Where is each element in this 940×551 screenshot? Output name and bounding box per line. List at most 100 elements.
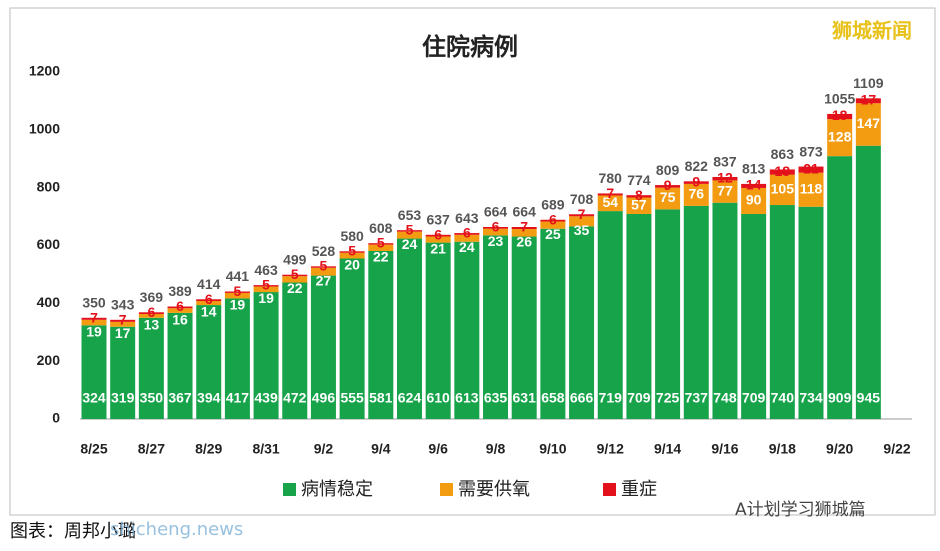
x-tick-label: 9/2 <box>314 441 334 457</box>
value-label: 128 <box>828 128 852 144</box>
bar-segment <box>597 211 623 419</box>
value-label: 496 <box>312 390 336 406</box>
bar-segment <box>396 238 422 419</box>
bar-segment <box>81 317 107 320</box>
value-label: 6 <box>176 298 184 314</box>
value-label: 7 <box>520 219 528 235</box>
y-tick-label: 0 <box>52 410 60 426</box>
value-label: 658 <box>541 390 565 406</box>
value-label: 35 <box>574 222 590 238</box>
value-label: 5 <box>406 222 414 238</box>
total-label: 873 <box>799 143 823 159</box>
value-label: 24 <box>459 239 475 255</box>
value-label: 76 <box>688 186 704 202</box>
x-tick-label: 9/10 <box>539 441 566 457</box>
value-label: 14 <box>746 177 762 193</box>
value-label: 105 <box>771 181 795 197</box>
value-label: 666 <box>570 390 594 406</box>
bar-segment <box>511 226 537 230</box>
value-label: 635 <box>484 390 508 406</box>
value-label: 581 <box>369 390 393 406</box>
total-label: 689 <box>541 196 565 212</box>
bar-segment <box>282 274 308 277</box>
y-tick-label: 800 <box>37 178 61 194</box>
total-label: 463 <box>254 262 278 278</box>
value-label: 25 <box>545 226 561 242</box>
value-label: 6 <box>147 304 155 320</box>
value-label: 18 <box>775 163 791 179</box>
value-label: 57 <box>631 196 647 212</box>
total-label: 414 <box>197 276 221 292</box>
bar-segment <box>454 241 480 419</box>
value-label: 75 <box>660 189 676 205</box>
y-tick-label: 400 <box>37 294 61 310</box>
bar-segment <box>569 216 595 227</box>
bar-segment <box>368 244 394 251</box>
bar-segment <box>425 234 451 237</box>
x-tick-label: 8/27 <box>138 441 165 457</box>
bar-segment <box>167 308 193 313</box>
bar-segment <box>540 219 566 222</box>
bar-segment <box>167 306 193 309</box>
value-label: 7 <box>606 185 614 201</box>
bar-segment <box>511 229 537 237</box>
total-label: 837 <box>713 154 737 170</box>
bar-segment <box>396 231 422 239</box>
bar-segment <box>253 286 279 293</box>
total-label: 528 <box>312 243 336 259</box>
bar-segment <box>626 195 652 198</box>
value-label: 7 <box>90 310 98 326</box>
total-label: 369 <box>140 289 164 305</box>
bar-segment <box>597 193 623 196</box>
total-label: 653 <box>398 207 422 223</box>
value-label: 613 <box>455 390 479 406</box>
value-label: 54 <box>602 194 618 210</box>
value-label: 147 <box>857 115 881 131</box>
bar-segment <box>597 195 623 212</box>
value-label: 394 <box>197 390 221 406</box>
bar-segment <box>569 226 595 419</box>
bar-segment <box>741 183 767 188</box>
value-label: 350 <box>140 390 164 406</box>
bar-segment <box>196 301 222 306</box>
bar-segment <box>855 145 881 420</box>
bar-segment <box>483 235 509 419</box>
value-label: 909 <box>828 390 852 406</box>
total-label: 441 <box>226 268 250 284</box>
value-label: 21 <box>430 240 446 256</box>
value-label: 319 <box>111 390 135 406</box>
bar-segment <box>769 174 795 206</box>
bar-segment <box>310 267 336 276</box>
bar-segment <box>224 291 250 293</box>
value-label: 9 <box>664 177 672 193</box>
x-tick-label: 9/4 <box>371 441 391 457</box>
value-label: 12 <box>717 169 733 185</box>
value-label: 6 <box>549 211 557 227</box>
value-label: 77 <box>717 182 733 198</box>
bar-segment <box>224 298 250 419</box>
bar-segment <box>655 185 681 188</box>
bar-segment <box>253 292 279 419</box>
y-tick-label: 1200 <box>29 63 60 79</box>
value-label: 8 <box>635 187 643 203</box>
y-tick-label: 600 <box>37 236 61 252</box>
bar-segment <box>827 119 853 157</box>
total-label: 708 <box>570 191 594 207</box>
bar-segment <box>282 282 308 419</box>
bar-segment <box>712 202 738 419</box>
bar-segment <box>138 317 164 419</box>
value-label: 20 <box>344 256 360 272</box>
total-label: 774 <box>627 172 651 188</box>
total-label: 499 <box>283 251 307 267</box>
bar-segment <box>483 228 509 236</box>
value-label: 23 <box>488 233 504 249</box>
value-label: 90 <box>746 192 762 208</box>
bar-segment <box>339 252 365 259</box>
bar-segment <box>626 197 652 214</box>
x-tick-label: 8/31 <box>252 441 279 457</box>
bar-segment <box>827 156 853 419</box>
bar-segment <box>425 242 451 419</box>
total-label: 813 <box>742 161 766 177</box>
bar-segment <box>712 180 738 203</box>
value-label: 22 <box>287 280 303 296</box>
